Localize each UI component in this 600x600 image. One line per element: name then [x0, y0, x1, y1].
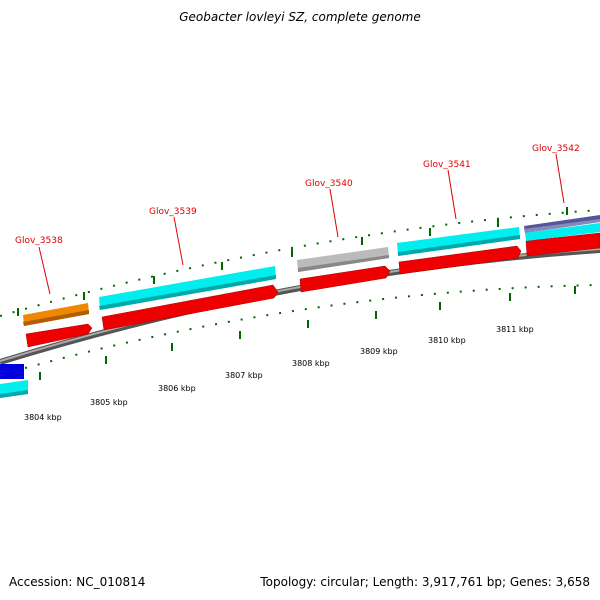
gene-label-3538[interactable]: Glov_3538 — [15, 236, 63, 246]
gene-bar-gray-shade — [298, 255, 389, 272]
leader-line-3541 — [447, 169, 457, 220]
gene-features — [0, 215, 600, 398]
gene-bar-cyan-shade — [99, 275, 276, 310]
gene-bar-orange-shade — [23, 310, 89, 326]
gene-label-3541[interactable]: Glov_3541 — [423, 160, 471, 170]
kbp-label: 3811 kbp — [496, 325, 534, 334]
kbp-labels: 3804 kbp 3805 kbp 3806 kbp 3807 kbp 3808… — [24, 325, 534, 422]
kbp-label: 3804 kbp — [24, 413, 62, 422]
gene-bar-cyan-shade — [0, 390, 28, 398]
kbp-label: 3808 kbp — [292, 359, 330, 368]
cds-features — [25, 232, 600, 348]
gene-bar-blue — [0, 364, 24, 379]
gene-label-3539[interactable]: Glov_3539 — [149, 207, 197, 217]
outer-tick-row — [0, 207, 600, 317]
leader-line-3539 — [173, 216, 184, 266]
gene-label-3542[interactable]: Glov_3542 — [532, 144, 580, 154]
gene-labels: Glov_3538 Glov_3539 Glov_3540 Glov_3541 … — [15, 144, 580, 246]
gene-leader-lines — [38, 153, 565, 295]
kbp-label: 3810 kbp — [428, 336, 466, 345]
kbp-label: 3806 kbp — [158, 384, 196, 393]
gene-bar-cyan — [525, 223, 600, 241]
leader-line-3542 — [555, 153, 565, 204]
leader-line-3540 — [329, 188, 339, 238]
gene-bar-cyan-shade — [398, 235, 520, 256]
cds-arrow-3541 — [398, 245, 522, 275]
kbp-label: 3807 kbp — [225, 371, 263, 380]
cds-arrow-3539 — [101, 284, 279, 331]
cds-arrow-3542 — [525, 232, 600, 257]
leader-line-3538 — [38, 246, 51, 295]
genome-summary-text: Topology: circular; Length: 3,917,761 bp… — [260, 575, 590, 589]
cds-arrow-3540 — [299, 265, 391, 293]
map-title: Geobacter lovleyi SZ, complete genome — [179, 10, 421, 24]
gene-bar-purple-shade — [524, 219, 600, 233]
kbp-label: 3809 kbp — [360, 347, 398, 356]
kbp-label: 3805 kbp — [90, 398, 128, 407]
gene-label-3540[interactable]: Glov_3540 — [305, 179, 353, 189]
accession-text: Accession: NC_010814 — [9, 575, 146, 589]
inner-tick-row — [0, 284, 600, 380]
cds-arrow-3538 — [25, 323, 93, 348]
